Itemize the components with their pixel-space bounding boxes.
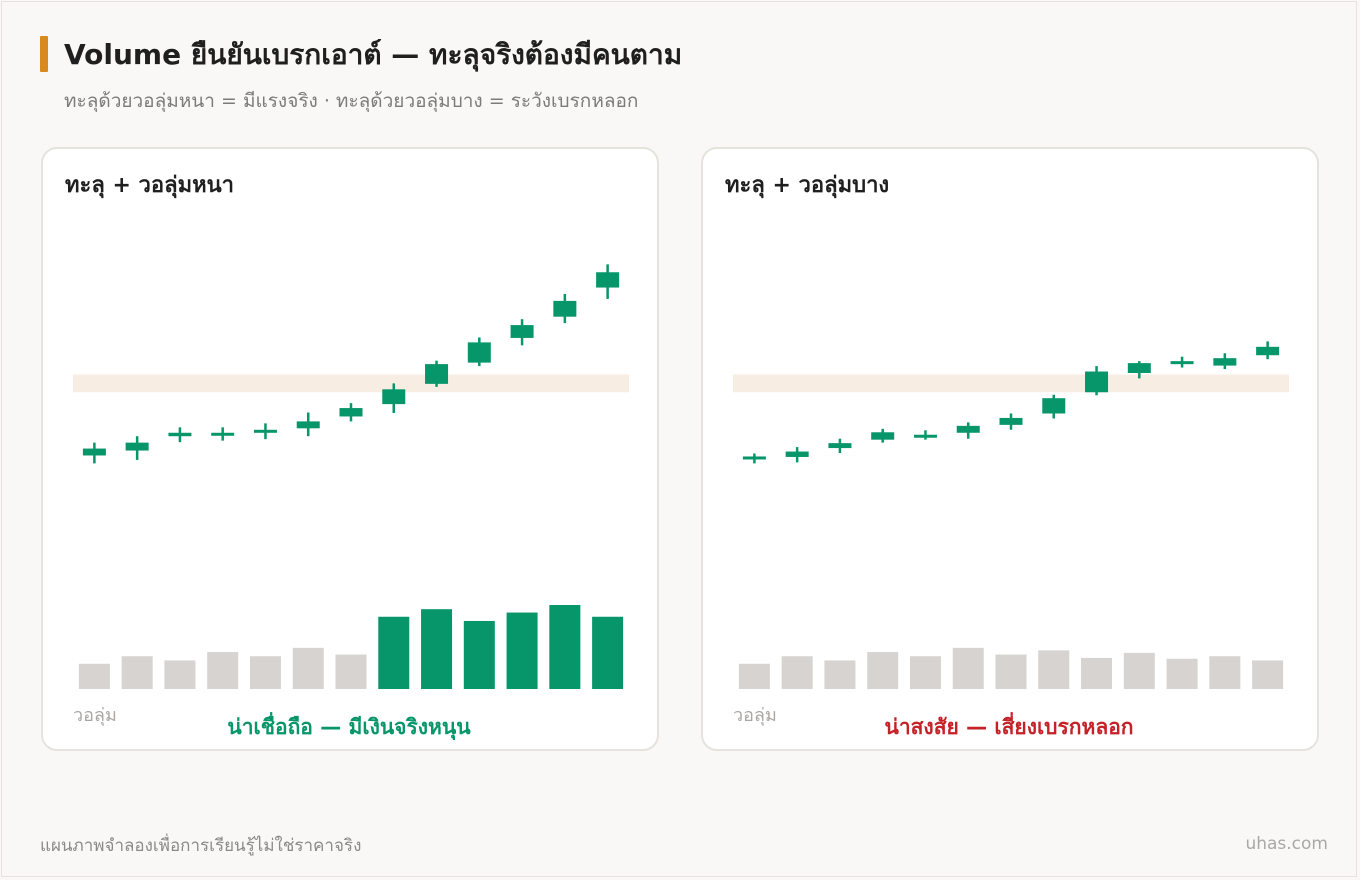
- title-accent-bar: [40, 36, 48, 72]
- verdict-text: น่าเชื่อถือ — มีเงินจริงหนุน: [227, 711, 471, 741]
- page-title: Volume ยืนยันเบรกเอาต์ — ทะลุจริงต้องมีค…: [64, 38, 683, 71]
- volume-bar: [463, 620, 495, 689]
- candle: [296, 412, 320, 437]
- candle-body: [1170, 361, 1194, 365]
- volume-bar: [506, 612, 538, 689]
- candle-body: [339, 408, 363, 417]
- candle: [339, 403, 363, 422]
- chart-title: ทะลุ + วอลุ่มหนา: [65, 173, 234, 198]
- candle: [211, 427, 235, 441]
- volume-bar: [1081, 657, 1113, 689]
- brand-text: uhas.com: [1245, 834, 1328, 854]
- volume-axis-label: วอลุ่ม: [73, 705, 117, 726]
- page-subtitle: ทะลุด้วยวอลุ่มหนา = มีแรงจริง · ทะลุด้วย…: [64, 90, 639, 112]
- volume-bar: [164, 660, 196, 689]
- candle: [1085, 366, 1109, 396]
- candle: [999, 413, 1023, 430]
- volume-bar: [1038, 650, 1070, 689]
- candle-body: [553, 300, 577, 317]
- volume-bar: [952, 647, 984, 689]
- volume-bar: [121, 656, 153, 689]
- candle: [871, 428, 895, 443]
- volume-bar: [1166, 658, 1198, 689]
- verdict-text: น่าสงสัย — เสี่ยงเบรกหลอก: [884, 711, 1133, 739]
- volume-bar: [249, 656, 281, 689]
- volume-bar: [1252, 660, 1284, 689]
- candle: [956, 422, 980, 439]
- candle-body: [296, 421, 320, 429]
- volume-bar: [421, 609, 453, 689]
- volume-bar: [335, 654, 367, 689]
- resistance-zone: [73, 374, 629, 393]
- candle: [1127, 361, 1151, 379]
- candle-body: [425, 364, 449, 384]
- candle-body: [913, 434, 937, 438]
- volume-bar: [292, 647, 324, 689]
- candle-body: [742, 456, 766, 460]
- candle: [596, 264, 620, 299]
- volume-bar: [378, 616, 410, 689]
- candle: [785, 447, 809, 463]
- candle: [168, 427, 192, 443]
- candle: [82, 442, 106, 464]
- candle-body: [1213, 358, 1237, 366]
- volume-bar: [867, 652, 899, 689]
- volume-bar: [1209, 656, 1241, 689]
- volume-bar: [1123, 652, 1155, 689]
- candle-body: [956, 425, 980, 433]
- candlestick-chart-thin-volume: วอลุ่ม น่าสงสัย — เสี่ยงเบรกหลอก: [733, 341, 1289, 739]
- candle: [125, 436, 149, 460]
- candle-body: [510, 325, 534, 338]
- candle: [425, 360, 449, 387]
- volume-axis-label: วอลุ่ม: [733, 705, 777, 726]
- volume-bar: [78, 663, 110, 689]
- candle: [913, 430, 937, 440]
- chart-panel-heavy-volume: ทะลุ + วอลุ่มหนา วอลุ่ม น่าเชื่อถือ — มีเ…: [41, 147, 659, 751]
- volume-bar: [909, 656, 941, 689]
- candlestick-chart-heavy-volume: วอลุ่ม น่าเชื่อถือ — มีเงินจริงหนุน: [73, 264, 629, 741]
- candle-body: [467, 342, 491, 363]
- candle-body: [1085, 371, 1109, 393]
- volume-bar: [738, 663, 770, 689]
- candle: [1170, 356, 1194, 368]
- candle: [253, 423, 277, 440]
- candle-body: [1042, 398, 1066, 414]
- candle-body: [828, 443, 852, 449]
- volume-bar: [781, 656, 813, 689]
- candle-body: [999, 417, 1023, 425]
- candle: [382, 383, 406, 414]
- candle: [510, 319, 534, 346]
- candle-body: [253, 429, 277, 433]
- volume-bar: [824, 660, 856, 689]
- candle-body: [82, 448, 106, 456]
- candle-body: [596, 272, 620, 288]
- candle: [742, 453, 766, 464]
- candle: [1213, 353, 1237, 370]
- chart-title: ทะลุ + วอลุ่มบาง: [725, 173, 890, 198]
- candle-body: [168, 432, 192, 437]
- candle-body: [125, 442, 149, 451]
- candle-body: [1127, 363, 1151, 373]
- volume-bar: [207, 652, 239, 689]
- candle: [828, 438, 852, 454]
- candle: [467, 337, 491, 367]
- candle-body: [871, 432, 895, 440]
- candle: [1256, 341, 1280, 360]
- volume-bar: [549, 605, 581, 689]
- volume-bar: [995, 654, 1027, 689]
- resistance-zone: [733, 374, 1289, 393]
- candle: [553, 293, 577, 324]
- disclaimer-text: แผนภาพจำลองเพื่อการเรียนรู้ไม่ใช่ราคาจริ…: [40, 836, 362, 856]
- candle: [1042, 394, 1066, 419]
- candle-body: [785, 451, 809, 457]
- volume-bar: [592, 616, 624, 689]
- candle-body: [382, 389, 406, 405]
- candle-body: [211, 432, 235, 436]
- chart-panel-thin-volume: ทะลุ + วอลุ่มบาง วอลุ่ม น่าสงสัย — เสี่ยง…: [701, 147, 1319, 751]
- candle-body: [1256, 346, 1280, 356]
